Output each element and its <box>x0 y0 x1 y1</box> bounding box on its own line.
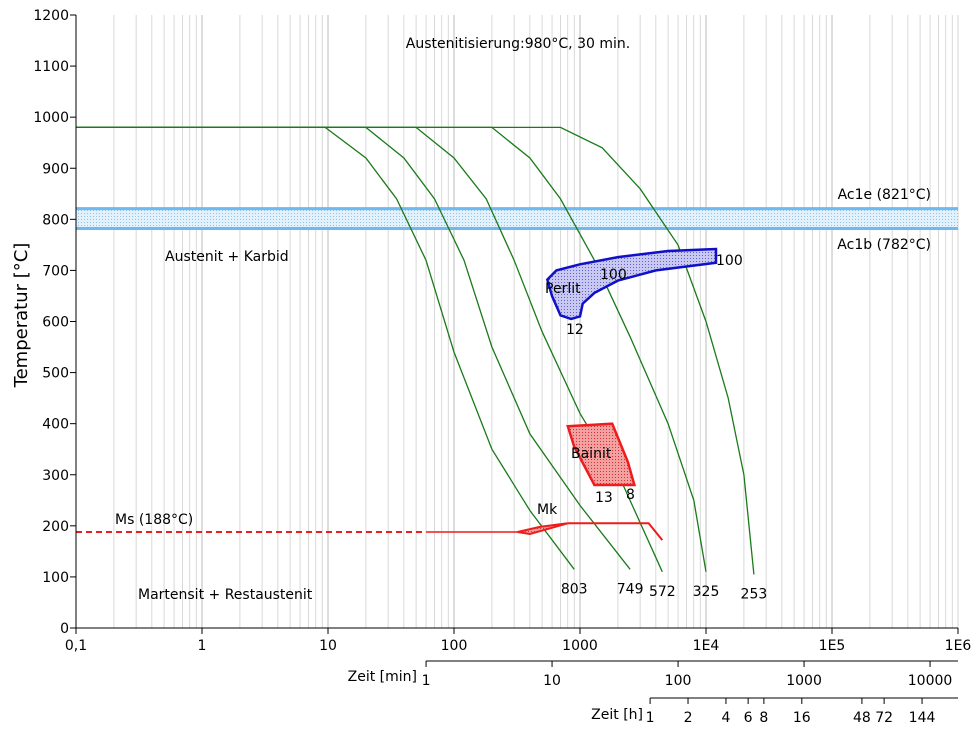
hour-axis-tick-label: 144 <box>909 710 936 726</box>
x-tick-label: 10 <box>319 638 337 654</box>
cooling-curve-label-572: 572 <box>649 584 676 600</box>
region-label-austenit: Austenit + Karbid <box>165 249 289 265</box>
cooling-curve-label-803: 803 <box>561 581 588 597</box>
y-tick-label: 1000 <box>33 110 69 126</box>
y-tick-label: 1200 <box>33 8 69 24</box>
hour-axis-tick-label: 1 <box>646 710 655 726</box>
y-tick-label: 700 <box>42 263 69 279</box>
y-tick-label: 500 <box>42 366 69 382</box>
cooling-curve-803 <box>76 126 575 570</box>
min-axis-tick-label: 10 <box>543 673 561 689</box>
x-tick-label: 1E5 <box>819 638 846 654</box>
cooling-curve-253 <box>76 126 755 575</box>
cooling-curve-label-325: 325 <box>693 584 720 600</box>
x-tick-label: 0,1 <box>65 638 87 654</box>
min-axis-tick-label: 1 <box>422 673 431 689</box>
cooling-curve-label-749: 749 <box>617 581 644 597</box>
ac1e-label: Ac1e (821°C) <box>838 187 931 203</box>
hour-axis-tick-label: 8 <box>759 710 768 726</box>
y-tick-label: 300 <box>42 468 69 484</box>
grid-lines <box>75 15 959 628</box>
ms-end-line <box>567 522 664 541</box>
hours-axis: 1 2 4 6 8 16 48 72 144 <box>646 697 958 726</box>
y-axis-ticks: 0 100 200 300 400 500 600 700 800 900 1000 1100 1200 <box>33 8 76 637</box>
ms-label: Ms (188°C) <box>115 512 193 528</box>
bainit-label-13: 13 <box>595 490 613 506</box>
min-axis-tick-label: 100 <box>665 673 692 689</box>
ms-line-group <box>76 522 664 541</box>
x-tick-label: 1E6 <box>945 638 972 654</box>
ac1-band <box>76 208 958 229</box>
x-tick-label: 100 <box>441 638 468 654</box>
region-label-martensit: Martensit + Restaustenit <box>138 587 313 603</box>
x-axis-ticks: 0,1 1 10 100 1000 1E4 1E5 1E6 <box>65 628 972 654</box>
y-tick-label: 100 <box>42 570 69 586</box>
y-tick-label: 600 <box>42 315 69 331</box>
bainit-label: Bainit <box>571 446 612 462</box>
minutes-axis: 1 10 100 1000 10000 <box>422 660 958 689</box>
cooling-curve-label-253: 253 <box>741 586 768 602</box>
perlit-mid-label: 100 <box>600 267 627 283</box>
y-tick-label: 400 <box>42 417 69 433</box>
perlit-start-label: 12 <box>566 322 584 338</box>
hour-axis-tick-label: 2 <box>684 710 693 726</box>
x-tick-label: 1000 <box>562 638 598 654</box>
plot-frame <box>75 15 958 629</box>
perlit-label: Perlit <box>545 281 581 297</box>
y-tick-label: 200 <box>42 519 69 535</box>
min-axis-tick-label: 10000 <box>908 673 953 689</box>
y-tick-label: 900 <box>42 161 69 177</box>
min-axis-tick-label: 1000 <box>786 673 822 689</box>
ac1b-label: Ac1b (782°C) <box>837 237 931 253</box>
hour-axis-label: Zeit [h] <box>591 707 643 723</box>
y-axis-label: Temperatur [°C] <box>11 243 32 389</box>
hour-axis-tick-label: 48 <box>853 710 871 726</box>
x-tick-label: 1E4 <box>693 638 720 654</box>
y-tick-label: 0 <box>60 621 69 637</box>
y-tick-label: 800 <box>42 212 69 228</box>
bainit-label-8: 8 <box>626 487 635 503</box>
x-tick-label: 1 <box>198 638 207 654</box>
perlit-region <box>545 247 718 321</box>
mk-label: Mk <box>537 502 558 518</box>
hour-axis-tick-label: 16 <box>793 710 811 726</box>
hour-axis-tick-label: 6 <box>744 710 753 726</box>
bainit-region <box>566 422 637 487</box>
perlit-end-label: 100 <box>716 253 743 269</box>
y-tick-label: 1100 <box>33 59 69 75</box>
hour-axis-tick-label: 72 <box>875 710 893 726</box>
cooling-curve-325 <box>76 126 707 572</box>
chart-title: Austenitisierung:980°C, 30 min. <box>406 36 630 52</box>
min-axis-label: Zeit [min] <box>348 669 417 685</box>
cooling-curve-749 <box>76 126 631 570</box>
hour-axis-tick-label: 4 <box>721 710 730 726</box>
